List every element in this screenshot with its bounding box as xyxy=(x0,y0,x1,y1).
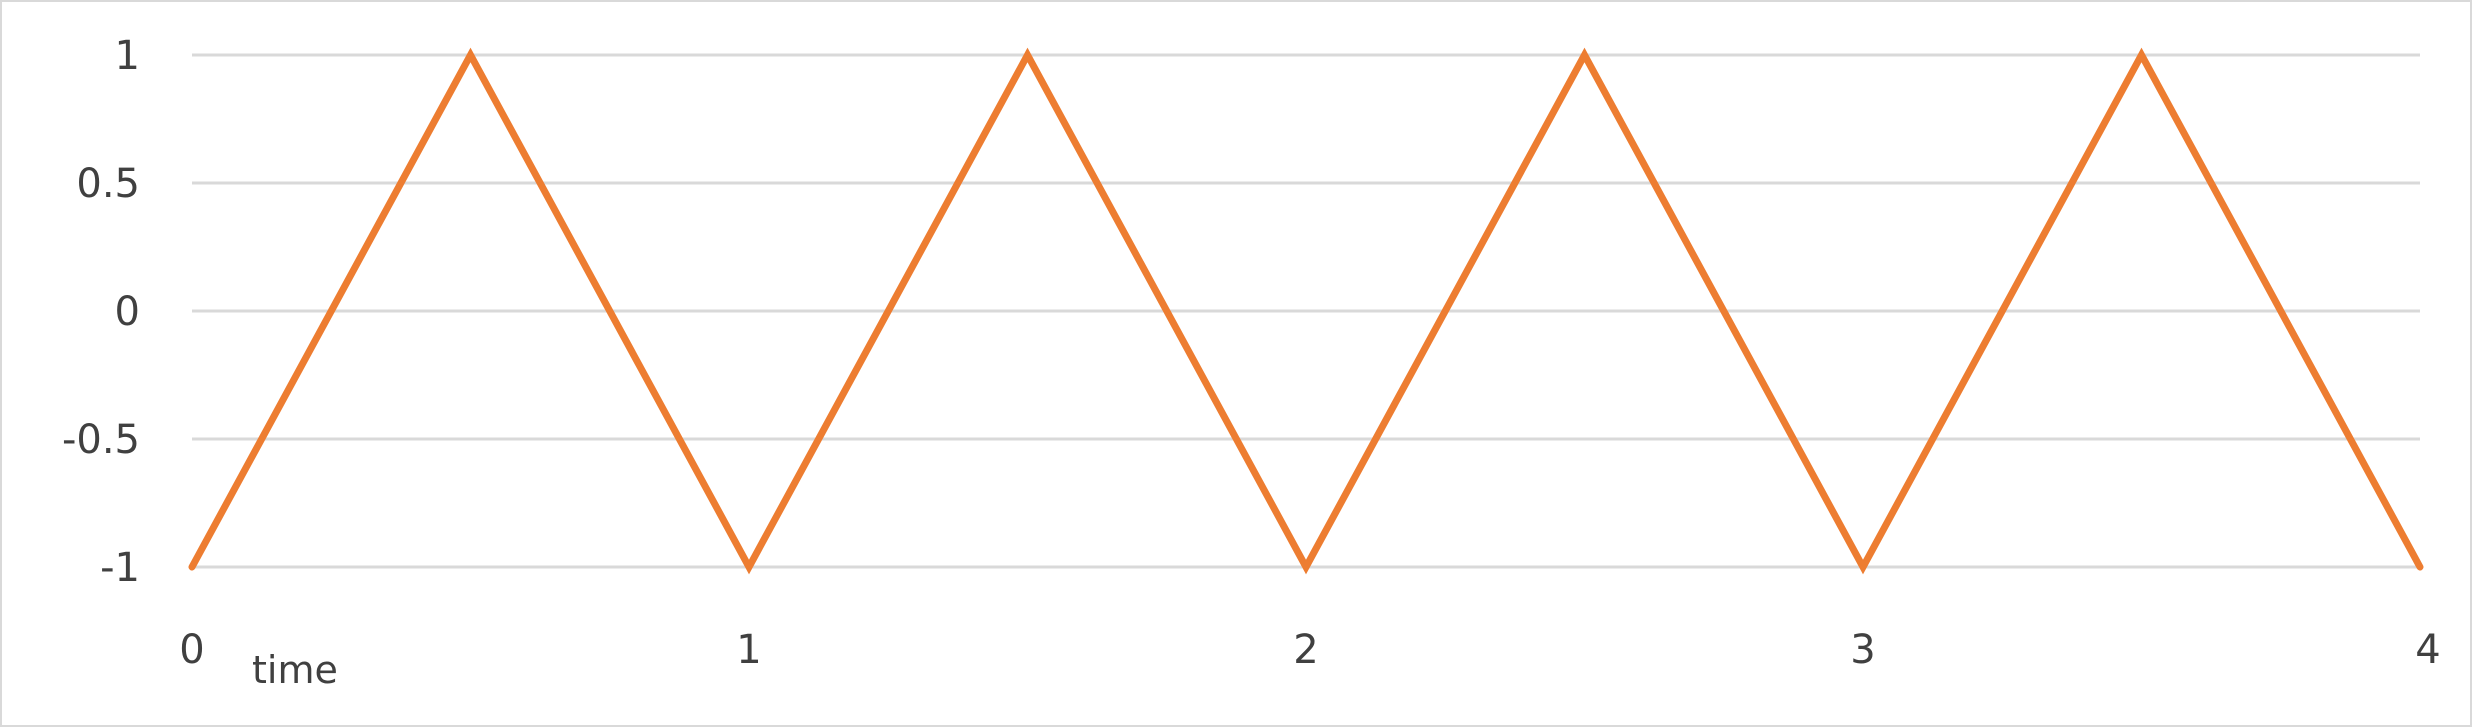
x-axis-tick-labels: 0 1 2 3 4 xyxy=(179,627,2440,673)
x-tick-label: 4 xyxy=(2415,627,2440,673)
x-tick-label: 0 xyxy=(179,627,204,673)
x-tick-label: 1 xyxy=(736,627,761,673)
series-line-0 xyxy=(188,47,2424,575)
y-tick-label: 0 xyxy=(115,289,140,335)
y-tick-label: -1 xyxy=(100,545,140,591)
y-tick-label: -0.5 xyxy=(62,417,140,463)
series-layer xyxy=(188,47,2424,575)
x-axis-title: time xyxy=(252,648,338,692)
y-tick-label: 0.5 xyxy=(76,161,140,207)
x-tick-label: 2 xyxy=(1293,627,1318,673)
gridlines xyxy=(192,53,2420,569)
y-tick-label: 1 xyxy=(115,33,140,79)
x-tick-label: 3 xyxy=(1850,627,1875,673)
y-axis-tick-labels: 1 0.5 0 -0.5 -1 xyxy=(62,33,140,591)
